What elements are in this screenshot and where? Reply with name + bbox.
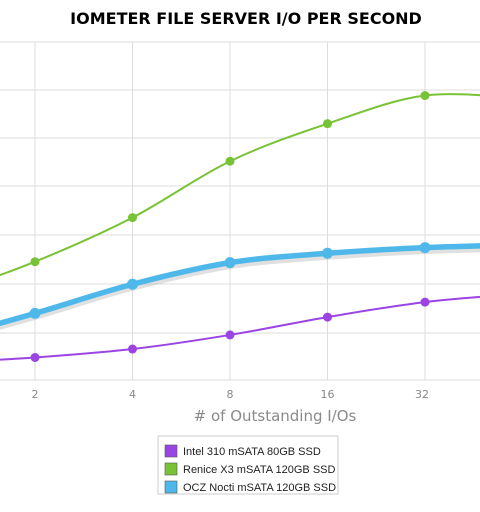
data-point bbox=[127, 278, 138, 290]
legend-label: Renice X3 mSATA 120GB SSD bbox=[183, 464, 335, 476]
chart-title: IOMETER FILE SERVER I/O PER SECOND bbox=[70, 9, 422, 28]
grid bbox=[0, 41, 480, 381]
legend-swatch bbox=[164, 444, 178, 458]
data-point bbox=[30, 352, 40, 362]
legend-swatch bbox=[164, 462, 178, 476]
data-point bbox=[323, 119, 332, 129]
series-layer bbox=[0, 91, 480, 362]
legend: Intel 310 mSATA 80GB SSD Renice X3 mSATA … bbox=[157, 435, 339, 495]
data-point bbox=[420, 91, 430, 101]
x-tick-label: 2 bbox=[32, 388, 39, 401]
data-point bbox=[225, 156, 235, 166]
data-point bbox=[128, 213, 137, 223]
series-line bbox=[0, 243, 480, 327]
data-point bbox=[128, 344, 137, 354]
x-tick-label: 8 bbox=[227, 388, 234, 401]
data-point bbox=[30, 257, 40, 267]
legend-label: OCZ Nocti mSATA 120GB SSD bbox=[183, 482, 336, 494]
data-point bbox=[225, 330, 235, 340]
x-axis-label: # of Outstanding I/Os bbox=[194, 407, 357, 425]
legend-swatch bbox=[164, 480, 178, 494]
x-tick-label: 32 bbox=[415, 388, 429, 401]
data-point bbox=[224, 257, 236, 269]
legend-box bbox=[157, 435, 339, 495]
data-point bbox=[323, 312, 332, 322]
x-tick-label: 16 bbox=[321, 388, 335, 401]
x-tick-label: 4 bbox=[129, 388, 136, 401]
data-point bbox=[322, 247, 333, 259]
data-point bbox=[419, 242, 431, 254]
data-point bbox=[420, 297, 430, 307]
x-tick-labels: 2 4 8 16 32 bbox=[32, 388, 430, 401]
legend-label: Intel 310 mSATA 80GB SSD bbox=[183, 446, 321, 458]
data-point bbox=[29, 307, 41, 319]
